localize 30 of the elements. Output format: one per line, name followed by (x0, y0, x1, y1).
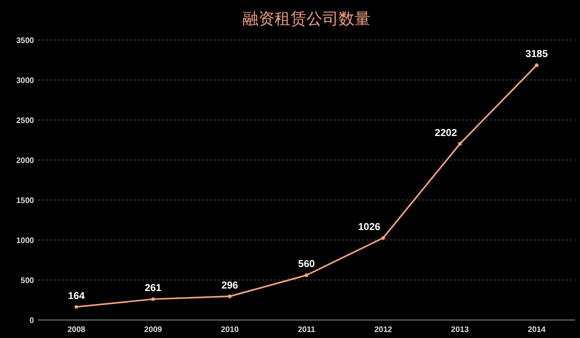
data-label: 3185 (526, 49, 548, 60)
point (74, 305, 78, 309)
point (534, 63, 538, 67)
y-tick-label: 0 (30, 316, 35, 325)
x-tick-label: 2008 (67, 325, 86, 334)
y-tick-label: 3000 (16, 76, 35, 85)
point (304, 273, 308, 277)
y-tick-label: 2000 (16, 156, 35, 165)
y-tick-label: 1000 (16, 236, 35, 245)
x-tick-label: 2009 (144, 325, 163, 334)
point (458, 142, 462, 146)
chart-title: 融资租赁公司数量 (242, 10, 370, 28)
y-tick-label: 3500 (16, 36, 35, 45)
x-tick-label: 2014 (528, 325, 546, 334)
y-tick-label: 500 (20, 276, 35, 285)
x-tick-label: 2012 (374, 325, 393, 334)
x-tick-label: 2010 (220, 325, 240, 334)
point (228, 294, 232, 298)
data-label: 2202 (434, 128, 458, 139)
y-tick-label: 1500 (16, 196, 35, 205)
data-label: 560 (298, 259, 316, 270)
data-label: 296 (221, 280, 239, 292)
x-tick-label: 2011 (298, 325, 316, 334)
data-label: 261 (144, 283, 162, 294)
point (151, 297, 155, 301)
data-label: 164 (68, 290, 86, 302)
data-label: 1026 (358, 222, 381, 233)
y-tick-label: 2500 (16, 116, 35, 125)
point (381, 236, 386, 240)
x-tick-label: 2013 (451, 325, 470, 334)
